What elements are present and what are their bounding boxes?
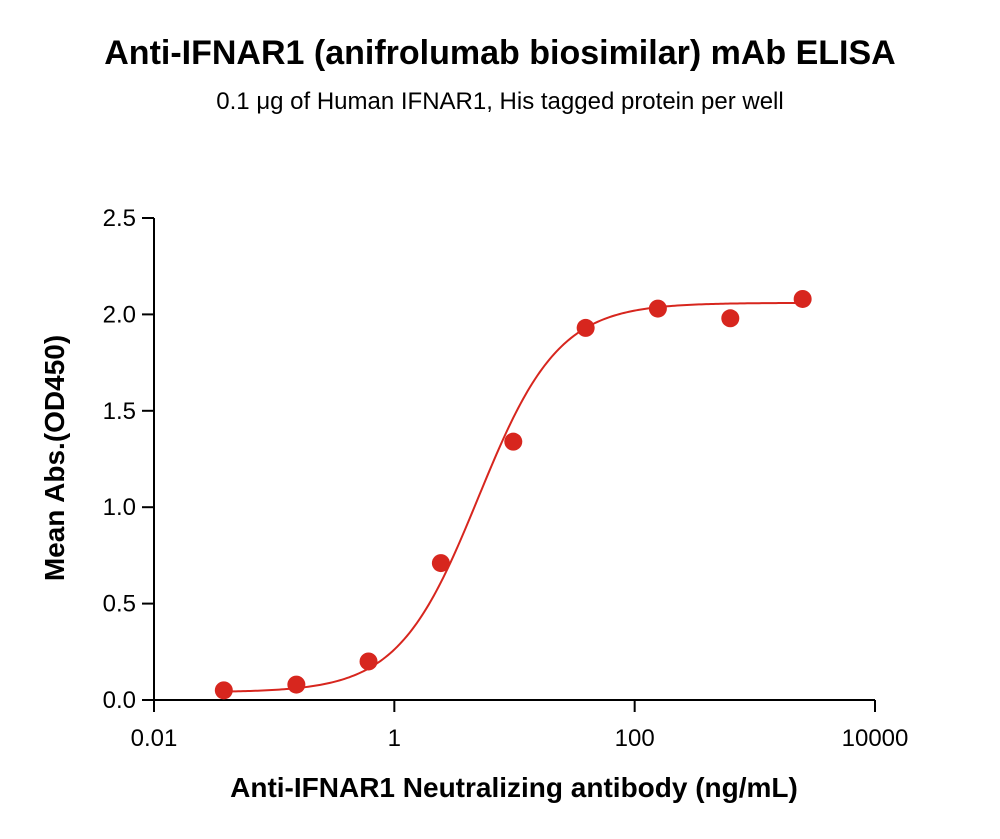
data-point [359, 652, 378, 671]
data-point [721, 309, 740, 328]
y-tick-label: 2.0 [103, 301, 136, 328]
x-tick-label: 0.01 [131, 725, 178, 752]
x-tick-label: 10000 [842, 725, 909, 752]
y-tick-label: 0.0 [103, 687, 136, 714]
data-point [287, 675, 306, 694]
x-tick-label: 1 [388, 725, 401, 752]
axes: 0.0 0.5 1.0 1.5 2.0 2.5 0.01 1 100 10000 [103, 205, 909, 752]
fit-curve [223, 301, 803, 693]
data-point [648, 299, 667, 318]
x-axis-title: Anti-IFNAR1 Neutralizing antibody (ng/mL… [230, 772, 798, 803]
y-axis-title: Mean Abs.(OD450) [39, 335, 70, 581]
y-tick-label: 2.5 [103, 205, 136, 232]
fit-curve-layer [223, 301, 803, 693]
x-tick-label: 100 [615, 725, 655, 752]
y-tick-label: 1.5 [103, 398, 136, 425]
chart-title: Anti-IFNAR1 (anifrolumab biosimilar) mAb… [104, 34, 896, 72]
data-point [793, 289, 812, 308]
y-tick-label: 1.0 [103, 494, 136, 521]
chart-subtitle: 0.1 μg of Human IFNAR1, His tagged prote… [216, 88, 784, 115]
data-points-layer [214, 289, 812, 700]
data-point [576, 318, 595, 337]
data-point [214, 681, 233, 700]
y-tick-label: 0.5 [103, 591, 136, 618]
data-point [504, 432, 523, 451]
data-point [431, 554, 450, 573]
